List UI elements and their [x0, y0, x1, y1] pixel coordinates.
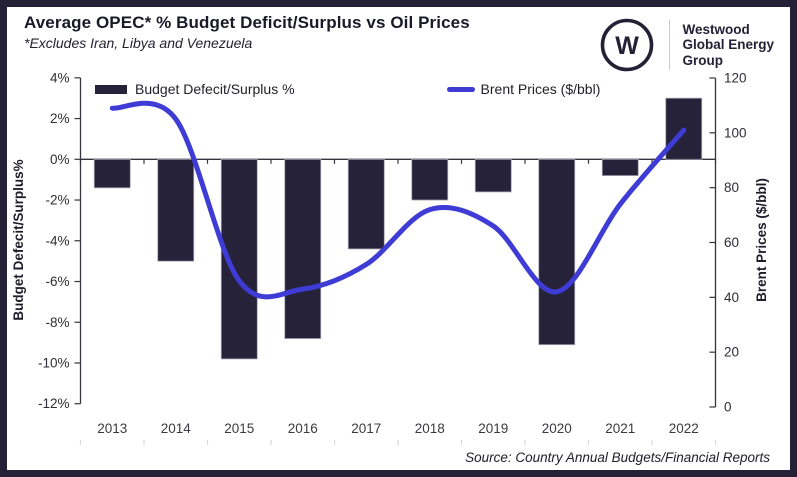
chart-title: Average OPEC* % Budget Deficit/Surplus v…	[24, 13, 470, 32]
y-axis-right-label: 0	[724, 400, 732, 415]
y-axis-left-label: -4%	[45, 233, 69, 248]
bar-2019	[474, 158, 512, 193]
y-axis-right-label: 20	[724, 345, 739, 360]
legend-line-swatch-icon	[446, 86, 475, 92]
bar-2017	[347, 158, 385, 250]
logo-line-3: Group	[682, 52, 723, 68]
y-axis-right-label: 120	[724, 70, 747, 85]
logo-line-1: Westwood	[682, 21, 750, 37]
chart-subtitle: *Excludes Iran, Libya and Venezuela	[24, 35, 253, 51]
y-axis-left-label: -2%	[45, 193, 69, 208]
bar-2013	[93, 158, 131, 189]
y-axis-right-label: 60	[724, 235, 739, 250]
x-axis-label-2021: 2021	[605, 421, 635, 436]
y-axis-right-label: 80	[724, 180, 739, 195]
y-axis-right-label: 100	[724, 125, 747, 140]
bar-2021	[601, 158, 639, 176]
logo-wordmark: Westwood Global Energy Group	[682, 22, 784, 69]
westwood-logo: W Westwood Global Energy Group	[599, 17, 784, 73]
bar-2020	[538, 158, 576, 346]
x-axis-label-2013: 2013	[97, 421, 127, 436]
y-axis-left-label: -10%	[38, 356, 70, 371]
logo-divider	[668, 20, 671, 70]
y-axis-left-label: -12%	[38, 396, 70, 411]
x-axis-label-2022: 2022	[669, 421, 699, 436]
source-credit: Source: Country Annual Budgets/Financial…	[465, 450, 770, 465]
x-axis-label-2020: 2020	[542, 421, 572, 436]
westwood-logo-icon: W	[600, 18, 654, 72]
logo-line-2: Global Energy	[682, 37, 774, 53]
x-axis-label-2018: 2018	[415, 421, 445, 436]
y-axis-right-title: Brent Prices ($/bbl)	[754, 178, 769, 302]
y-axis-left-label: -6%	[45, 274, 69, 289]
y-axis-right-label: 40	[724, 290, 739, 305]
y-axis-left-title: Budget Defecit/Surplus%	[11, 159, 26, 320]
westwood-monogram: W	[615, 32, 639, 60]
legend-label-brent: Brent Prices ($/bbl)	[480, 81, 601, 97]
plot-area: 4% 2% 0% -2% -4% -6% -8% -10% -12% 120 100 80 60 40 20…	[11, 70, 769, 445]
chart-legend: Budget Defecit/Surplus % Brent Prices ($…	[95, 81, 600, 97]
legend-bar-swatch-icon	[95, 84, 127, 94]
x-axis-label-2016: 2016	[288, 421, 318, 436]
bar-2014	[157, 158, 195, 262]
y-axis-left-label: 0%	[50, 152, 70, 167]
bar-2016	[284, 158, 322, 339]
y-axis-left-label: 2%	[50, 111, 70, 126]
y-axis-left-label: -8%	[45, 315, 69, 330]
x-axis-label-2019: 2019	[478, 421, 508, 436]
chart-card: Average OPEC* % Budget Deficit/Surplus v…	[7, 7, 790, 470]
brent-price-line	[109, 100, 687, 300]
x-axis-label-2017: 2017	[351, 421, 381, 436]
legend-label-budget: Budget Defecit/Surplus %	[135, 81, 295, 97]
x-axis-label-2015: 2015	[224, 421, 254, 436]
x-axis-label-2014: 2014	[161, 421, 192, 436]
bar-2018	[411, 158, 449, 201]
y-axis-left-label: 4%	[50, 70, 70, 85]
